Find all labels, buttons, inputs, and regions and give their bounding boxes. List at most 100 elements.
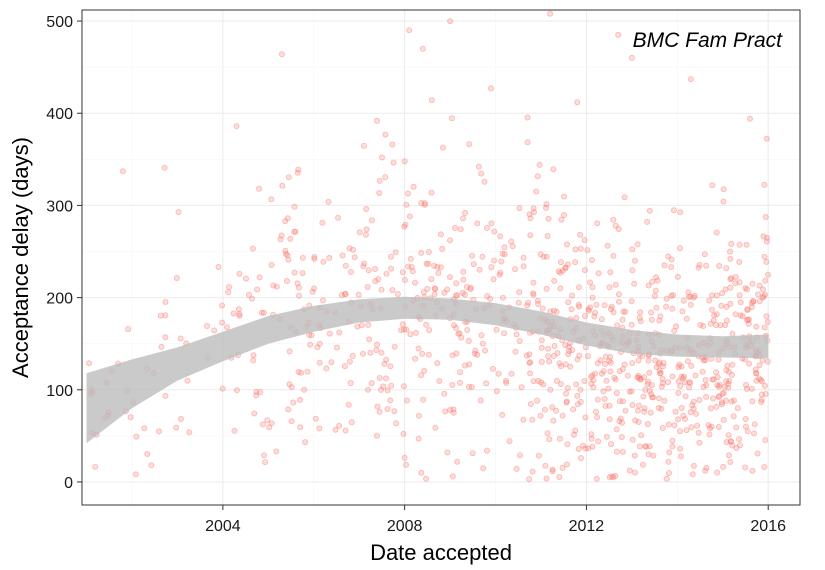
data-point bbox=[285, 256, 292, 263]
data-point bbox=[520, 263, 527, 270]
data-point bbox=[374, 403, 381, 410]
data-point bbox=[436, 377, 443, 384]
data-point bbox=[621, 194, 628, 201]
data-point bbox=[363, 205, 370, 212]
data-point bbox=[588, 431, 595, 438]
data-point bbox=[535, 300, 542, 307]
data-point bbox=[635, 357, 642, 364]
data-point bbox=[690, 462, 697, 469]
data-point bbox=[640, 461, 647, 468]
data-point bbox=[449, 473, 456, 480]
data-point bbox=[277, 236, 284, 243]
data-point bbox=[589, 443, 596, 450]
data-point bbox=[432, 424, 439, 431]
data-point bbox=[613, 448, 620, 455]
data-point bbox=[646, 443, 653, 450]
data-point bbox=[236, 312, 243, 319]
data-point bbox=[248, 295, 255, 302]
data-point bbox=[709, 306, 716, 313]
data-point bbox=[446, 273, 453, 280]
data-point bbox=[527, 400, 534, 407]
data-point bbox=[539, 305, 546, 312]
data-point bbox=[645, 282, 652, 289]
data-point bbox=[349, 352, 356, 359]
data-point bbox=[508, 370, 515, 377]
data-point bbox=[356, 229, 363, 236]
data-point bbox=[342, 290, 349, 297]
data-point bbox=[390, 159, 397, 166]
data-point bbox=[401, 326, 408, 333]
data-point bbox=[634, 374, 641, 381]
data-point bbox=[716, 393, 723, 400]
data-point bbox=[447, 18, 454, 25]
data-point bbox=[742, 285, 749, 292]
data-point bbox=[421, 200, 428, 207]
data-point bbox=[631, 452, 638, 459]
data-point bbox=[608, 441, 615, 448]
data-point bbox=[418, 199, 425, 206]
data-point bbox=[657, 370, 664, 377]
data-point bbox=[550, 166, 557, 173]
data-point bbox=[530, 205, 537, 212]
y-tick-label: 300 bbox=[46, 198, 73, 215]
data-point bbox=[707, 320, 714, 327]
data-point bbox=[516, 205, 523, 212]
data-point bbox=[748, 304, 755, 311]
data-point bbox=[723, 439, 730, 446]
data-point bbox=[678, 404, 685, 411]
data-point bbox=[92, 463, 99, 470]
data-point bbox=[479, 340, 486, 347]
data-point bbox=[693, 410, 700, 417]
data-point bbox=[481, 347, 488, 354]
data-point bbox=[713, 322, 720, 329]
data-point bbox=[576, 352, 583, 359]
data-point bbox=[527, 359, 534, 366]
data-point bbox=[624, 372, 631, 379]
data-point bbox=[645, 378, 652, 385]
data-point bbox=[656, 317, 663, 324]
data-point bbox=[655, 404, 662, 411]
data-point bbox=[574, 401, 581, 408]
data-point bbox=[336, 329, 343, 336]
data-point bbox=[299, 270, 306, 277]
data-point bbox=[556, 473, 563, 480]
data-point bbox=[714, 374, 721, 381]
data-point bbox=[311, 253, 318, 260]
data-point bbox=[411, 279, 418, 286]
data-point bbox=[484, 292, 491, 299]
data-point bbox=[452, 224, 459, 231]
data-point bbox=[372, 278, 379, 285]
data-point bbox=[538, 337, 545, 344]
data-point bbox=[550, 352, 557, 359]
data-point bbox=[619, 316, 626, 323]
data-point bbox=[748, 299, 755, 306]
data-point bbox=[253, 388, 260, 395]
data-point bbox=[669, 443, 676, 450]
data-point bbox=[418, 249, 425, 256]
data-point bbox=[542, 462, 549, 469]
data-point bbox=[235, 306, 242, 313]
data-point bbox=[763, 313, 770, 320]
data-point bbox=[434, 263, 441, 270]
data-point bbox=[219, 319, 226, 326]
data-point bbox=[472, 347, 479, 354]
data-point bbox=[295, 368, 302, 375]
data-point bbox=[643, 443, 650, 450]
data-point bbox=[638, 432, 645, 439]
data-point bbox=[316, 425, 323, 432]
data-point bbox=[558, 216, 565, 223]
data-point bbox=[457, 369, 464, 376]
data-point bbox=[617, 415, 624, 422]
data-point bbox=[362, 231, 369, 238]
data-point bbox=[688, 362, 695, 369]
data-point bbox=[687, 76, 694, 83]
data-point bbox=[678, 363, 685, 370]
data-point bbox=[669, 373, 676, 380]
data-point bbox=[626, 388, 633, 395]
data-point bbox=[496, 271, 503, 278]
data-point bbox=[314, 344, 321, 351]
data-point bbox=[541, 406, 548, 413]
data-point bbox=[479, 253, 486, 260]
data-point bbox=[428, 97, 435, 104]
data-point bbox=[616, 418, 623, 425]
